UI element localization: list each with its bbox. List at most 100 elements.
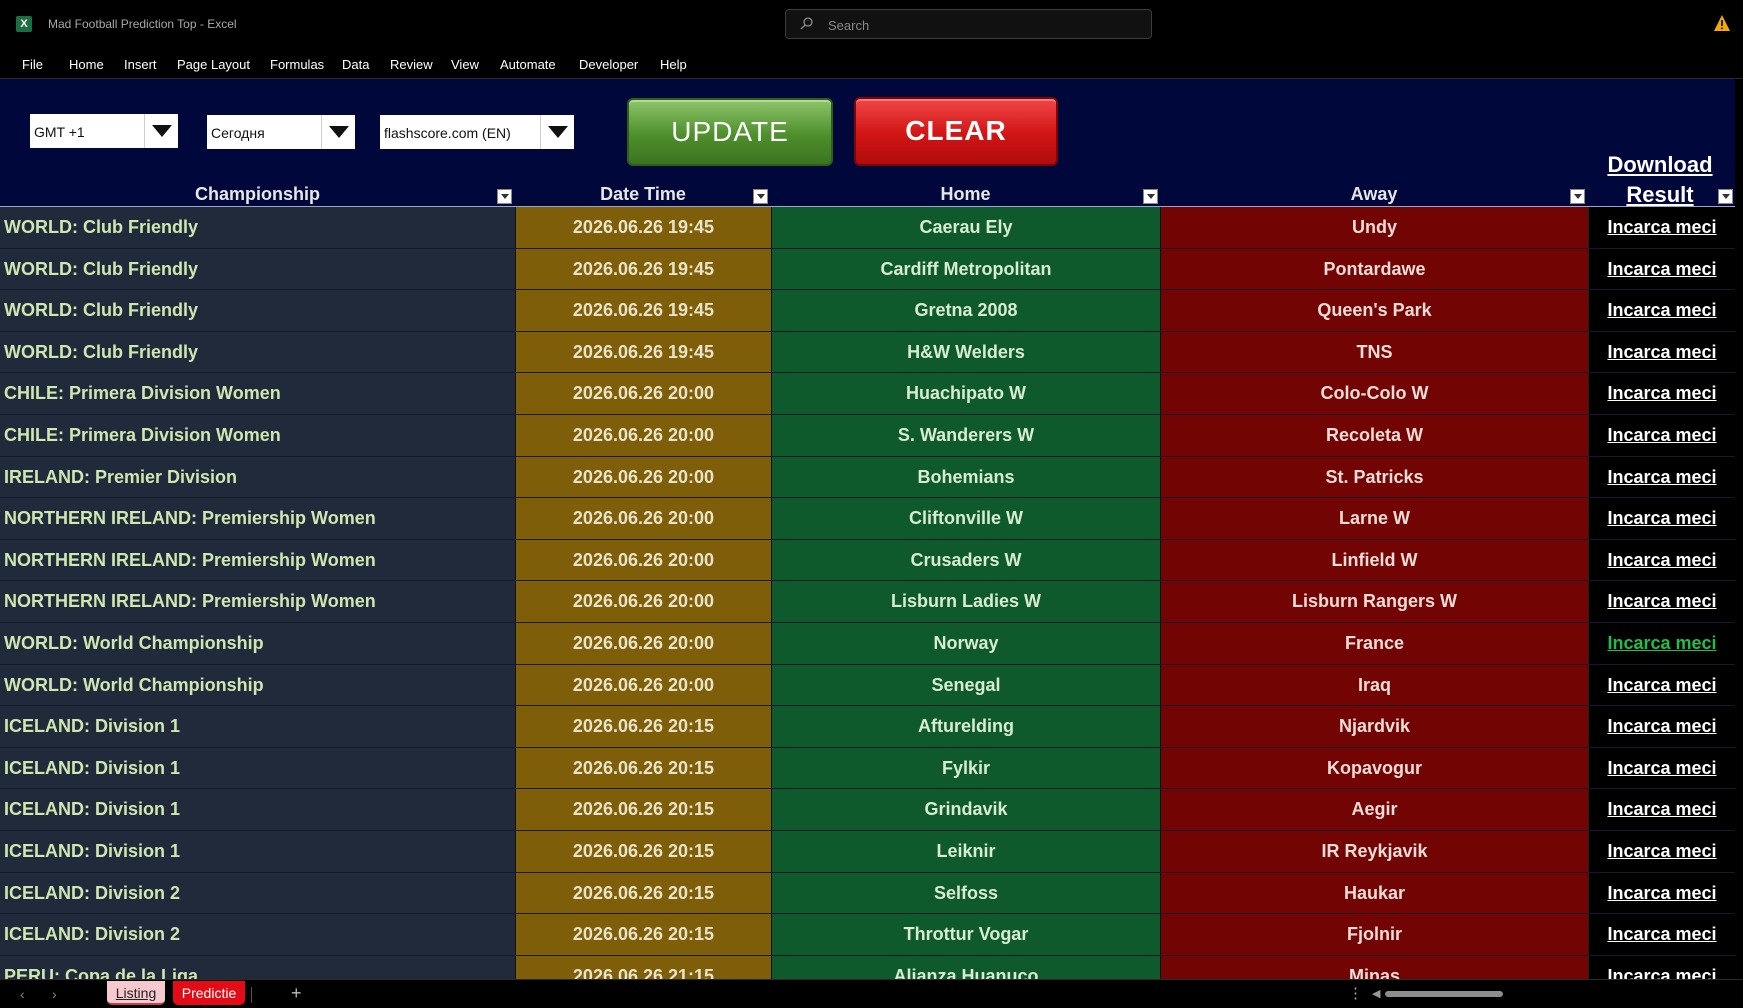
load-match-link[interactable]: Incarca meci xyxy=(1607,674,1717,695)
home-team-cell[interactable]: Gretna 2008 xyxy=(771,290,1160,331)
home-team-cell[interactable]: Huachipato W xyxy=(771,373,1160,414)
timezone-dropdown[interactable]: GMT +1 xyxy=(30,114,178,148)
home-team-cell[interactable]: Norway xyxy=(771,622,1160,664)
championship-cell[interactable]: CHILE: Primera Division Women xyxy=(0,373,515,414)
away-team-cell[interactable]: Queen's Park xyxy=(1160,290,1588,331)
home-team-cell[interactable]: S. Wanderers W xyxy=(771,414,1160,456)
search-input[interactable] xyxy=(826,10,1140,40)
timezone-dropdown-button[interactable] xyxy=(144,114,178,148)
datetime-cell[interactable]: 2026.06.26 20:15 xyxy=(515,706,771,747)
championship-cell[interactable]: WORLD: Club Friendly xyxy=(0,207,515,248)
datetime-cell[interactable]: 2026.06.26 19:45 xyxy=(515,290,771,331)
load-match-link[interactable]: Incarca meci xyxy=(1607,424,1717,445)
load-match-link[interactable]: Incarca meci xyxy=(1607,217,1717,237)
away-team-cell[interactable]: Lisburn Rangers W xyxy=(1160,581,1588,622)
championship-cell[interactable]: WORLD: World Championship xyxy=(0,622,515,664)
championship-cell[interactable]: WORLD: Club Friendly xyxy=(0,248,515,290)
away-team-cell[interactable]: Aegir xyxy=(1160,789,1588,830)
away-team-cell[interactable]: Fjolnir xyxy=(1160,914,1588,955)
championship-cell[interactable]: ICELAND: Division 1 xyxy=(0,747,515,789)
datetime-cell[interactable]: 2026.06.26 20:15 xyxy=(515,872,771,914)
away-team-cell[interactable]: Haukar xyxy=(1160,872,1588,914)
datetime-cell[interactable]: 2026.06.26 20:00 xyxy=(515,414,771,456)
home-team-cell[interactable]: Fylkir xyxy=(771,747,1160,789)
championship-cell[interactable]: ICELAND: Division 1 xyxy=(0,830,515,872)
menu-view[interactable]: View xyxy=(451,57,479,72)
menu-page-layout[interactable]: Page Layout xyxy=(177,57,251,72)
clear-button[interactable]: CLEAR xyxy=(854,97,1058,166)
filter-away-button[interactable] xyxy=(1570,189,1585,204)
datetime-cell[interactable]: 2026.06.26 20:15 xyxy=(515,830,771,872)
home-team-cell[interactable]: Lisburn Ladies W xyxy=(771,581,1160,622)
load-match-link[interactable]: Incarca meci xyxy=(1607,799,1717,820)
datetime-cell[interactable]: 2026.06.26 19:45 xyxy=(515,248,771,290)
horizontal-scrollbar[interactable]: ◀ xyxy=(1372,985,1732,1003)
datetime-cell[interactable]: 2026.06.26 20:15 xyxy=(515,789,771,830)
load-match-link[interactable]: Incarca meci xyxy=(1607,300,1717,321)
load-match-link[interactable]: Incarca meci xyxy=(1607,591,1717,612)
load-match-link[interactable]: Incarca meci xyxy=(1607,840,1717,861)
datetime-cell[interactable]: 2026.06.26 20:00 xyxy=(515,664,771,706)
home-team-cell[interactable]: Grindavik xyxy=(771,789,1160,830)
filter-championship-button[interactable] xyxy=(497,189,512,204)
championship-cell[interactable]: NORTHERN IRELAND: Premiership Women xyxy=(0,581,515,622)
championship-cell[interactable]: ICELAND: Division 1 xyxy=(0,789,515,830)
more-options-icon[interactable]: ⋮ xyxy=(1348,985,1363,1002)
load-match-link[interactable]: Incarca meci xyxy=(1607,341,1717,362)
search-box[interactable] xyxy=(785,9,1152,40)
load-match-link[interactable]: Incarca meci xyxy=(1607,757,1717,778)
source-dropdown[interactable]: flashscore.com (EN) xyxy=(380,115,574,149)
away-team-cell[interactable]: Pontardawe xyxy=(1160,248,1588,290)
away-team-cell[interactable]: Recoleta W xyxy=(1160,414,1588,456)
load-match-link[interactable]: Incarca meci xyxy=(1607,632,1717,653)
source-dropdown-button[interactable] xyxy=(540,115,574,149)
datetime-cell[interactable]: 2026.06.26 19:45 xyxy=(515,331,771,373)
home-team-cell[interactable]: Leiknir xyxy=(771,830,1160,872)
home-team-cell[interactable]: Cliftonville W xyxy=(771,498,1160,539)
home-team-cell[interactable]: Senegal xyxy=(771,664,1160,706)
load-match-link[interactable]: Incarca meci xyxy=(1607,383,1717,404)
datetime-cell[interactable]: 2026.06.26 20:00 xyxy=(515,622,771,664)
home-team-cell[interactable]: Bohemians xyxy=(771,456,1160,498)
filter-home-button[interactable] xyxy=(1143,189,1158,204)
menu-help[interactable]: Help xyxy=(660,57,687,72)
tab-predictie[interactable]: Predictie xyxy=(173,981,245,1005)
championship-cell[interactable]: CHILE: Primera Division Women xyxy=(0,414,515,456)
championship-cell[interactable]: WORLD: Club Friendly xyxy=(0,290,515,331)
away-team-cell[interactable]: Kopavogur xyxy=(1160,747,1588,789)
championship-cell[interactable]: NORTHERN IRELAND: Premiership Women xyxy=(0,498,515,539)
warning-icon[interactable] xyxy=(1713,14,1731,32)
datetime-cell[interactable]: 2026.06.26 20:00 xyxy=(515,498,771,539)
menu-developer[interactable]: Developer xyxy=(579,57,639,72)
championship-cell[interactable]: WORLD: World Championship xyxy=(0,664,515,706)
load-match-link[interactable]: Incarca meci xyxy=(1607,882,1717,903)
day-dropdown-button[interactable] xyxy=(321,115,355,149)
datetime-cell[interactable]: 2026.06.26 19:45 xyxy=(515,207,771,248)
championship-cell[interactable]: ICELAND: Division 2 xyxy=(0,914,515,955)
home-team-cell[interactable]: Afturelding xyxy=(771,706,1160,747)
championship-cell[interactable]: WORLD: Club Friendly xyxy=(0,331,515,373)
away-team-cell[interactable]: St. Patricks xyxy=(1160,456,1588,498)
championship-cell[interactable]: ICELAND: Division 1 xyxy=(0,706,515,747)
day-dropdown[interactable]: Сегодня xyxy=(207,115,355,149)
home-team-cell[interactable]: Cardiff Metropolitan xyxy=(771,248,1160,290)
load-match-link[interactable]: Incarca meci xyxy=(1607,924,1717,945)
datetime-cell[interactable]: 2026.06.26 20:15 xyxy=(515,747,771,789)
away-team-cell[interactable]: TNS xyxy=(1160,331,1588,373)
datetime-cell[interactable]: 2026.06.26 20:00 xyxy=(515,373,771,414)
menu-review[interactable]: Review xyxy=(390,57,433,72)
filter-datetime-button[interactable] xyxy=(753,189,768,204)
menu-formulas[interactable]: Formulas xyxy=(270,57,325,72)
championship-cell[interactable]: IRELAND: Premier Division xyxy=(0,456,515,498)
home-team-cell[interactable]: H&W Welders xyxy=(771,331,1160,373)
load-match-link[interactable]: Incarca meci xyxy=(1607,258,1717,279)
datetime-cell[interactable]: 2026.06.26 20:15 xyxy=(515,914,771,955)
load-match-link[interactable]: Incarca meci xyxy=(1607,716,1717,737)
scroll-thumb[interactable] xyxy=(1385,991,1503,997)
championship-cell[interactable]: NORTHERN IRELAND: Premiership Women xyxy=(0,539,515,581)
menu-home[interactable]: Home xyxy=(69,57,104,72)
next-sheet-icon[interactable]: › xyxy=(52,986,57,1002)
menu-data[interactable]: Data xyxy=(342,57,370,72)
home-team-cell[interactable]: Throttur Vogar xyxy=(771,914,1160,955)
add-sheet-button[interactable]: + xyxy=(291,983,302,1003)
